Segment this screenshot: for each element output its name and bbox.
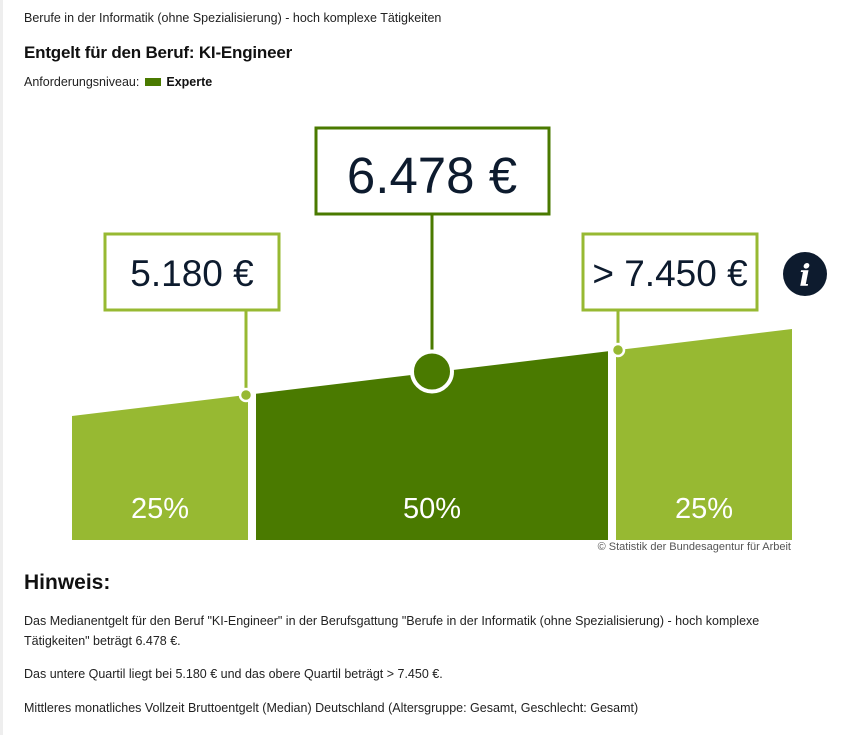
page-title: Entgelt für den Beruf: KI-Engineer: [24, 43, 293, 62]
value-box-lower-quartile: [103, 232, 281, 312]
value-label-median: 6.478 €: [347, 147, 517, 204]
segment-middle-band: [256, 351, 608, 540]
salary-chart: 25% 50% 25% 5.180 € 6.478 € > 7.450 € i: [72, 126, 827, 540]
source-credit: © Statistik der Bundesagentur für Arbeit: [597, 541, 791, 553]
occupation-group-subtitle: Berufe in der Informatik (ohne Spezialis…: [24, 11, 442, 25]
requirement-level: Anforderungsniveau: Experte: [24, 75, 212, 89]
marker-upper-quartile: [610, 342, 626, 358]
info-icon[interactable]: i: [783, 252, 827, 296]
note-quartile-text: Das untere Quartil liegt bei 5.180 € und…: [24, 667, 443, 681]
value-label-upper-quartile: > 7.450 €: [592, 253, 748, 294]
note-heading: Hinweis:: [24, 571, 111, 594]
share-label-middle: 50%: [403, 493, 461, 525]
requirement-level-label: Anforderungsniveau:: [24, 75, 140, 89]
segment-upper-quartile: [616, 329, 792, 540]
note-definition-text: Mittleres monatliches Vollzeit Bruttoent…: [24, 701, 639, 715]
value-box-upper-quartile: [581, 232, 759, 312]
requirement-level-value: Experte: [166, 75, 213, 89]
requirement-level-swatch: [145, 78, 162, 86]
value-box-median: [314, 126, 551, 216]
share-label-lower: 25%: [131, 493, 189, 525]
note-median-text: Das Medianentgelt für den Beruf "KI-Engi…: [24, 614, 760, 648]
segment-lower-quartile: [72, 394, 248, 540]
left-rule: [0, 0, 3, 735]
marker-lower-quartile: [238, 387, 254, 403]
marker-median: [410, 349, 454, 394]
share-label-upper: 25%: [675, 493, 733, 525]
svg-text:i: i: [799, 259, 810, 294]
value-label-lower-quartile: 5.180 €: [130, 253, 254, 294]
